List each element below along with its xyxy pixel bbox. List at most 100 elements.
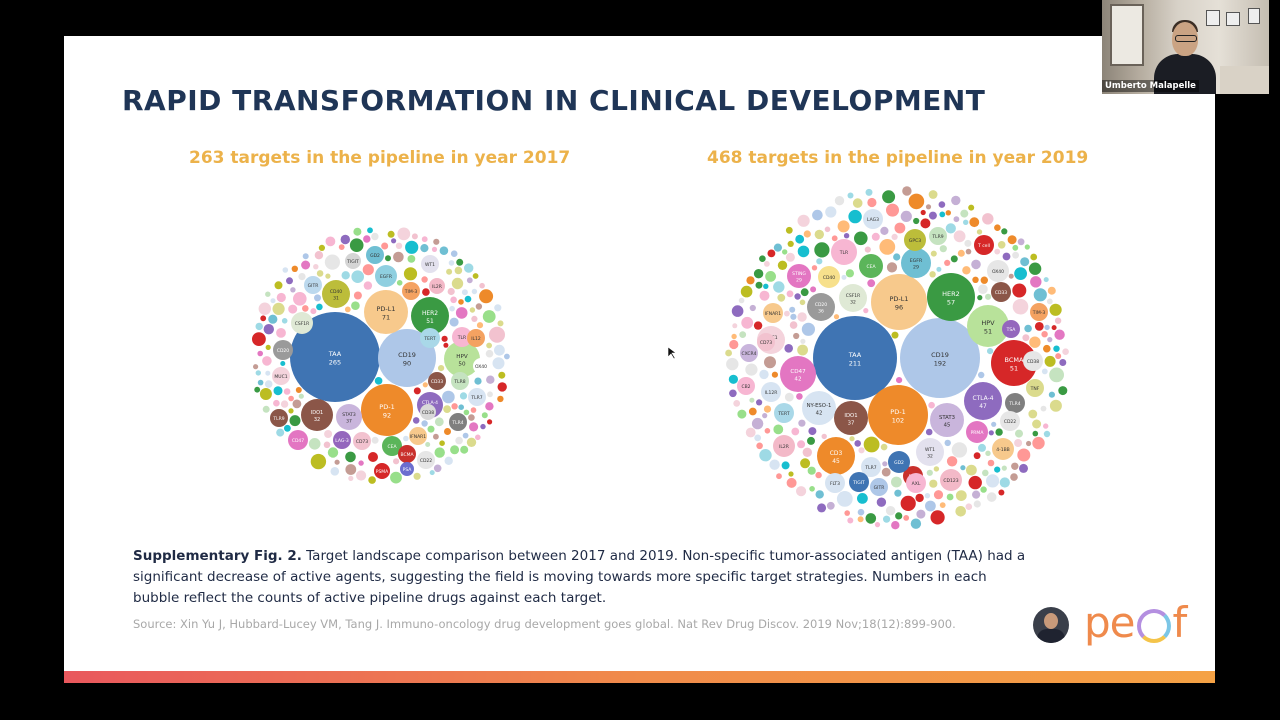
minor-target-bubble — [789, 321, 798, 329]
minor-target-bubble — [405, 240, 419, 254]
bubble-circle — [467, 329, 485, 347]
minor-target-bubble — [795, 234, 805, 244]
minor-target-bubble — [368, 476, 376, 484]
minor-target-bubble — [255, 322, 263, 331]
minor-target-bubble — [759, 369, 769, 380]
bubble-circle — [429, 278, 445, 294]
minor-target-bubble — [325, 236, 336, 247]
minor-target-bubble — [273, 399, 280, 407]
target-bubble-tlr: TLR — [452, 327, 472, 347]
minor-target-bubble — [301, 260, 311, 270]
minor-target-bubble — [1022, 334, 1030, 342]
minor-target-bubble — [1054, 329, 1065, 340]
bubble-label: PSA — [403, 467, 413, 473]
minor-target-bubble — [951, 195, 961, 206]
minor-target-bubble — [330, 467, 340, 476]
bubble-circle — [417, 451, 435, 469]
bubble-label: HER2 — [942, 290, 960, 298]
minor-target-bubble — [442, 390, 455, 404]
minor-target-bubble — [852, 198, 863, 208]
minor-target-bubble — [1012, 244, 1019, 251]
bubble-circle — [409, 427, 427, 445]
minor-target-bubble — [754, 434, 762, 442]
minor-target-bubble — [880, 443, 888, 451]
minor-target-bubble — [746, 276, 755, 285]
bubble-circle — [966, 421, 988, 443]
minor-target-bubble — [403, 267, 418, 281]
minor-target-bubble — [390, 471, 402, 484]
target-bubble-axl: AXL — [906, 473, 926, 493]
minor-target-bubble — [368, 452, 378, 462]
minor-target-bubble — [796, 486, 807, 497]
minor-target-bubble — [797, 245, 810, 258]
minor-target-bubble — [789, 306, 796, 313]
minor-target-bubble — [316, 303, 323, 311]
minor-target-bubble — [367, 227, 373, 234]
minor-target-bubble — [938, 201, 946, 208]
bubble-circle — [402, 282, 420, 300]
bubble-count: 96 — [895, 304, 903, 312]
bubble-circle — [301, 399, 333, 431]
bubble-count: 51 — [984, 328, 992, 336]
minor-target-bubble — [308, 438, 321, 450]
minor-target-bubble — [327, 447, 339, 458]
minor-target-bubble — [773, 243, 783, 252]
bubble-label: BCMA — [1005, 356, 1024, 364]
bubble-label: GPC3 — [909, 238, 921, 244]
minor-target-bubble — [925, 204, 932, 210]
minor-target-bubble — [817, 503, 827, 513]
bubble-label: IFNAR1 — [765, 311, 781, 317]
bottom-gradient-bar — [64, 671, 1215, 683]
minor-target-bubble — [351, 270, 365, 283]
minor-target-bubble — [933, 490, 944, 500]
minor-target-bubble — [288, 408, 294, 414]
minor-target-bubble — [999, 477, 1010, 488]
caption-bold: Supplementary Fig. 2. — [133, 548, 302, 564]
bubble-label: CD19 — [398, 351, 416, 359]
minor-target-bubble — [371, 436, 379, 444]
minor-target-bubble — [429, 470, 435, 476]
minor-target-bubble — [763, 283, 769, 289]
bubble-label: AXL — [912, 481, 921, 487]
bubble-circle — [871, 274, 927, 330]
bubble-count: 36 — [818, 309, 824, 315]
minor-target-bubble — [497, 382, 507, 392]
minor-target-bubble — [930, 250, 937, 257]
minor-target-bubble — [731, 305, 744, 317]
minor-target-bubble — [994, 248, 1001, 255]
minor-target-bubble — [1044, 355, 1056, 367]
minor-target-bubble — [469, 307, 476, 313]
bubble-circle — [900, 318, 980, 398]
figure-caption: Supplementary Fig. 2. Target landscape c… — [133, 546, 1033, 609]
minor-target-bubble — [957, 249, 965, 257]
minor-target-bubble — [1032, 419, 1042, 429]
minor-target-bubble — [753, 321, 763, 330]
minor-target-bubble — [290, 287, 296, 293]
minor-target-bubble — [786, 290, 794, 298]
minor-target-bubble — [815, 490, 824, 499]
minor-target-bubble — [749, 397, 755, 403]
minor-target-bubble — [293, 292, 307, 306]
minor-target-bubble — [814, 229, 824, 240]
bubble-circle — [839, 284, 867, 312]
target-bubble-cd20: CD20 — [273, 340, 293, 360]
minor-target-bubble — [785, 252, 795, 262]
bubble-label: TNF — [1030, 386, 1040, 392]
minor-target-bubble — [798, 419, 806, 427]
minor-target-bubble — [254, 386, 261, 393]
minor-target-bubble — [439, 440, 445, 447]
participant-video-tile[interactable]: Umberto Malapelle — [1102, 0, 1269, 94]
bubble-circle — [270, 409, 288, 427]
minor-target-bubble — [800, 338, 806, 344]
minor-target-bubble — [363, 281, 373, 290]
subtitle-2019: 468 targets in the pipeline in year 2019 — [707, 148, 1089, 168]
minor-target-bubble — [880, 226, 889, 235]
minor-target-bubble — [1032, 430, 1039, 437]
target-bubble-tlr4: TLR4 — [449, 413, 467, 431]
target-bubble-csf1r: CSF1R — [291, 312, 313, 334]
bubble-label: TLR4 — [1008, 401, 1020, 407]
bubble-circle — [757, 333, 775, 351]
